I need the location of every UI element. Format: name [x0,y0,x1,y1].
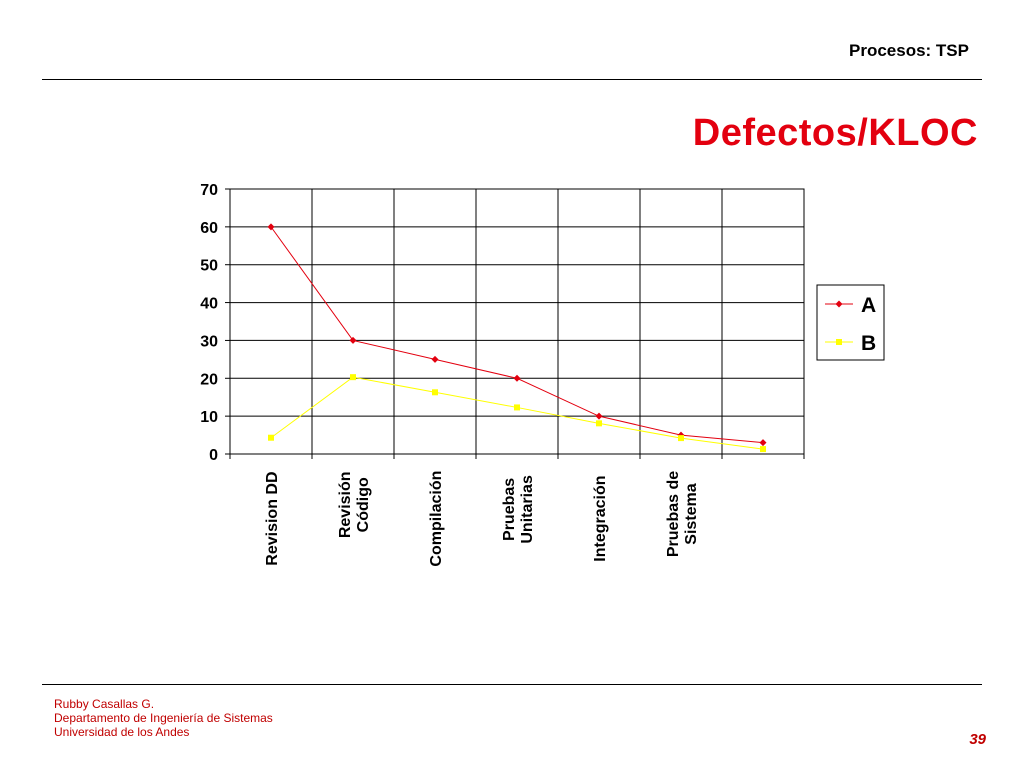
series-line-B [270,376,764,450]
data-point-B [596,420,602,427]
footer-divider [42,684,982,685]
y-tick-label: 50 [200,258,218,275]
data-point-A [759,439,767,447]
x-category-label: Integración [592,475,609,561]
x-category-label: Compilación [428,471,445,567]
footer-author: Rubby Casallas G. [54,697,155,711]
footer-department: Departamento de Ingeniería de Sistemas [54,711,273,725]
legend-marker-B [836,339,842,345]
slide-title: Defectos/KLOC [692,112,978,154]
y-tick-label: 0 [209,447,218,464]
data-point-A [431,355,439,363]
legend-marker-A [835,300,843,308]
y-tick-label: 10 [200,409,218,426]
data-point-A [267,223,275,231]
legend-label-B: B [861,332,876,355]
y-tick-label: 70 [200,182,218,199]
data-point-A [349,336,357,344]
page-number: 39 [969,731,986,748]
y-tick-label: 40 [200,296,218,313]
x-category-label: RevisiónCódigo [337,471,372,538]
header-divider [42,79,982,80]
legend-label-A: A [861,294,876,317]
header-title: Procesos: TSP [849,41,969,60]
y-tick-label: 30 [200,333,218,350]
data-point-B [268,434,274,441]
data-point-B [432,389,438,396]
footer-university: Universidad de los Andes [54,725,190,739]
data-point-A [595,412,603,420]
data-point-B [678,435,684,442]
x-category-label: Pruebas deSistema [665,471,700,557]
y-tick-label: 60 [200,220,218,237]
x-category-label: PruebasUnitarias [501,475,536,544]
legend-box [816,284,885,361]
y-tick-label: 20 [200,371,218,388]
footer: Rubby Casallas G. Departamento de Ingeni… [54,697,273,739]
data-point-B [514,404,520,411]
data-point-B [350,374,356,381]
plot-area [229,188,805,455]
data-point-A [513,374,521,382]
data-point-B [760,446,766,453]
x-category-label: Revision DD [264,471,281,565]
